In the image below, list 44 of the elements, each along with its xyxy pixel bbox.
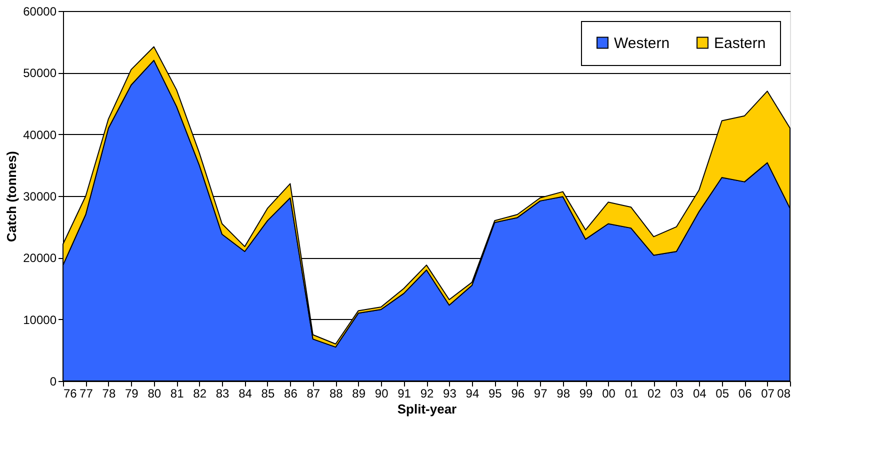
x-tick-label: 01 bbox=[624, 386, 638, 400]
x-tick-label: 04 bbox=[692, 386, 707, 400]
x-tick-label: 05 bbox=[716, 386, 730, 400]
x-tick-label: 81 bbox=[170, 386, 184, 400]
y-tick-label: 60000 bbox=[23, 4, 57, 18]
x-tick-label: 77 bbox=[80, 386, 94, 400]
y-tick-label: 10000 bbox=[23, 312, 57, 327]
x-axis-title: Split-year bbox=[397, 402, 457, 416]
x-tick-label: 78 bbox=[102, 386, 116, 400]
legend-label: Eastern bbox=[714, 34, 766, 52]
y-tick-label: 0 bbox=[50, 374, 57, 388]
x-tick-label: 02 bbox=[648, 386, 662, 400]
x-tick-label: 84 bbox=[238, 386, 252, 400]
x-tick-label: 90 bbox=[374, 386, 389, 400]
x-tick-label: 89 bbox=[352, 386, 366, 400]
x-tick-label: 82 bbox=[193, 386, 207, 400]
x-tick-label: 95 bbox=[488, 386, 502, 400]
x-tick-label: 07 bbox=[761, 386, 775, 400]
x-tick-label: 83 bbox=[216, 386, 230, 400]
x-tick-label: 08 bbox=[777, 386, 791, 400]
y-tick-label: 40000 bbox=[23, 128, 57, 142]
y-tick-label: 50000 bbox=[23, 66, 57, 80]
x-tick-label: 87 bbox=[306, 386, 320, 400]
x-tick-label: 76 bbox=[64, 386, 78, 400]
x-tick-label: 92 bbox=[420, 386, 434, 400]
x-tick-label: 85 bbox=[261, 386, 275, 400]
x-tick-label: 99 bbox=[579, 386, 594, 400]
x-tick-label: 80 bbox=[148, 386, 162, 400]
x-tick-label: 88 bbox=[329, 386, 344, 400]
y-tick-label: 30000 bbox=[23, 190, 57, 204]
x-tick-label: 00 bbox=[602, 386, 616, 400]
x-tick-label: 91 bbox=[398, 386, 412, 400]
legend-label: Western bbox=[614, 34, 670, 52]
y-tick-label: 20000 bbox=[23, 251, 57, 266]
x-tick-label: 79 bbox=[124, 386, 139, 400]
x-tick-label: 98 bbox=[556, 386, 570, 400]
x-tick-label: 94 bbox=[466, 386, 480, 400]
x-tick-label: 86 bbox=[284, 386, 298, 400]
x-tick-label: 06 bbox=[738, 386, 752, 400]
x-tick-label: 97 bbox=[534, 386, 548, 400]
x-tick-label: 96 bbox=[511, 386, 525, 400]
x-tick-label: 93 bbox=[443, 386, 457, 400]
x-tick-label: 03 bbox=[670, 386, 684, 400]
y-axis-title: Catch (tonnes) bbox=[4, 151, 20, 242]
